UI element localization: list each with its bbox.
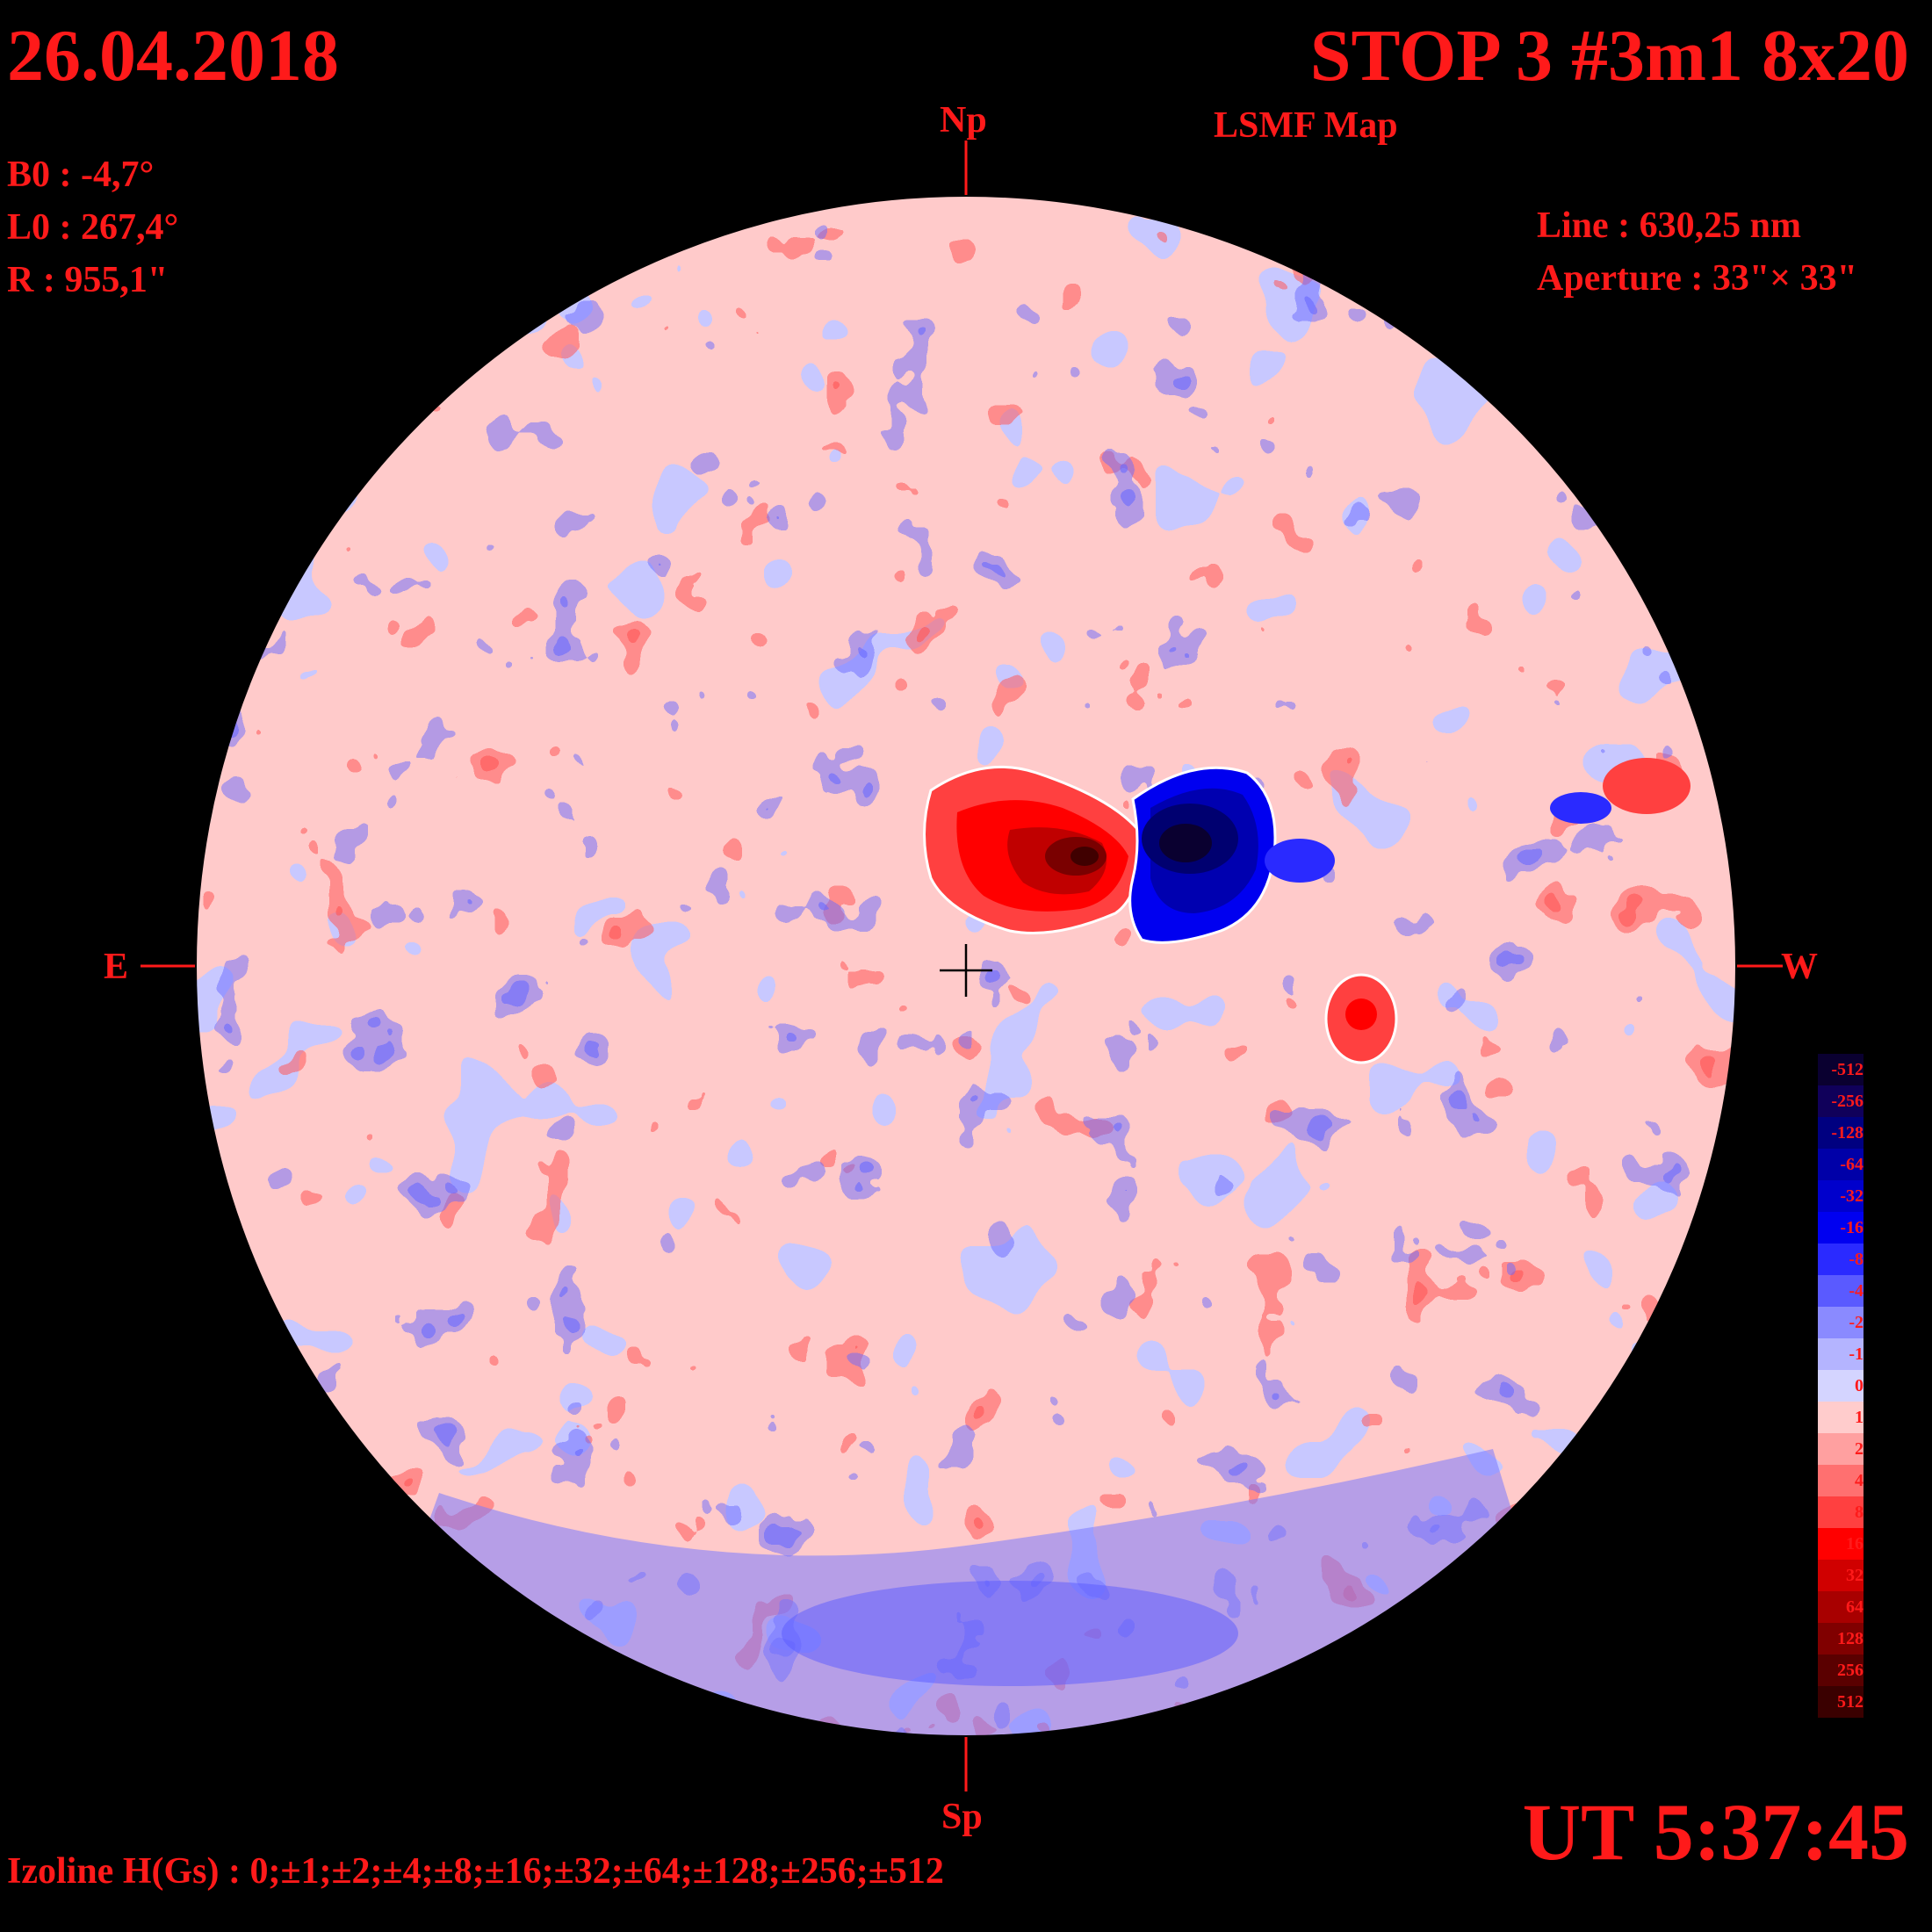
legend-swatch: [1818, 1338, 1864, 1370]
west-label: W: [1781, 947, 1818, 987]
legend-swatch: [1818, 1433, 1864, 1465]
legend-swatch: [1818, 1528, 1864, 1560]
observation-date: 26.04.2018: [7, 15, 339, 97]
legend-swatch: [1818, 1117, 1864, 1149]
legend-swatch: [1818, 1212, 1864, 1244]
legend-label: 128: [1837, 1629, 1864, 1648]
observation-time: UT 5:37:45: [1522, 1787, 1909, 1877]
legend-label: -16: [1840, 1218, 1864, 1237]
legend-label: 1: [1855, 1408, 1864, 1427]
legend-swatch: [1818, 1307, 1864, 1338]
legend-label: -64: [1840, 1155, 1864, 1174]
legend-label: -8: [1849, 1250, 1864, 1269]
instrument-info: Line : 630,25 nm Aperture : 33"× 33": [1537, 207, 1857, 313]
solar-disk: [196, 196, 1736, 1736]
legend-label: 32: [1846, 1566, 1864, 1585]
legend-swatch: [1818, 1180, 1864, 1212]
legend-swatch: [1818, 1402, 1864, 1433]
legend-label: 2: [1855, 1439, 1864, 1459]
legend-label: -256: [1831, 1092, 1864, 1111]
aperture: Aperture : 33"× 33": [1537, 258, 1857, 299]
legend-label: 512: [1837, 1692, 1864, 1712]
izoline-levels: Izoline H(Gs) : 0;±1;±2;±4;±8;±16;±32;±6…: [7, 1851, 944, 1892]
legend-label: 4: [1855, 1471, 1864, 1490]
legend-swatch: [1818, 1496, 1864, 1528]
radius-value: R : 955,1": [7, 260, 169, 300]
south-pole-label: Sp: [941, 1797, 983, 1837]
negative-active-region: [1128, 766, 1611, 944]
b0-value: B0 : -4,7°: [7, 155, 155, 195]
legend-swatch: [1818, 1623, 1864, 1654]
legend-swatch: [1818, 1275, 1864, 1307]
legend-label: 0: [1855, 1376, 1864, 1395]
legend-swatch: [1818, 1686, 1864, 1718]
legend-label: -32: [1840, 1186, 1864, 1206]
l0-value: L0 : 267,4°: [7, 207, 179, 248]
legend-swatch: [1818, 1465, 1864, 1496]
legend-label: 16: [1846, 1534, 1864, 1554]
legend-label: 64: [1846, 1597, 1864, 1617]
legend-label: -4: [1849, 1281, 1864, 1301]
east-label: E: [104, 947, 129, 987]
legend-swatch: [1818, 1054, 1864, 1085]
map-subtitle: LSMF Map: [1214, 105, 1398, 146]
legend-swatch: [1818, 1085, 1864, 1117]
positive-active-region: [923, 765, 1143, 934]
legend-label: -1: [1849, 1344, 1864, 1364]
ephemeris-parameters: B0 : -4,7° L0 : 267,4° R : 955,1": [7, 156, 178, 314]
map-title: STOP 3 #3m1 8x20: [1309, 15, 1909, 97]
legend-swatch: [1818, 1370, 1864, 1402]
legend-swatch: [1818, 1654, 1864, 1686]
legend-swatch: [1818, 1244, 1864, 1275]
spectral-line: Line : 630,25 nm: [1537, 205, 1802, 246]
legend-label: -512: [1831, 1060, 1864, 1079]
legend-label: 256: [1837, 1661, 1864, 1680]
axis-ticks: [141, 141, 1783, 1791]
center-crosshair: [940, 944, 992, 997]
legend-swatch: [1818, 1560, 1864, 1591]
legend-swatch: [1818, 1591, 1864, 1623]
color-legend: -512 -256 -128 -64 -32 -16 -8 -4 -2 -1 0 1 2 4 8 16 32 64…: [1818, 1054, 1871, 1756]
legend-swatch: [1818, 1149, 1864, 1180]
legend-label: -128: [1831, 1123, 1864, 1143]
legend-label: -2: [1849, 1313, 1864, 1332]
legend-label: 8: [1855, 1503, 1864, 1522]
north-pole-label: Np: [940, 100, 987, 141]
